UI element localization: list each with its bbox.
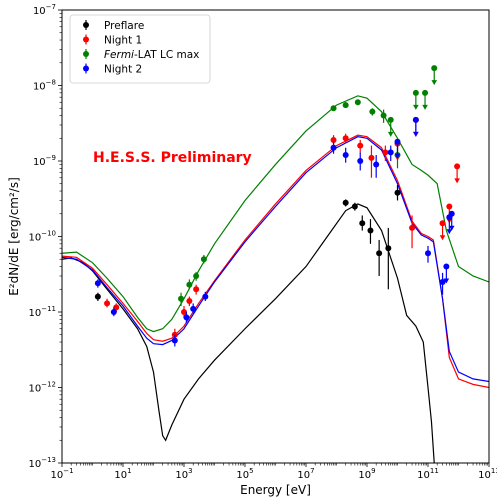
upper-limit-arrow-head [413,131,419,137]
y-tick-label: 10−13 [28,456,56,470]
data-point [186,281,193,288]
tick-labels: 10−1 101 103 105 107 109 1011 1013 10−13 10−12 10−… [28,3,497,481]
data-point [178,295,185,302]
legend-label: Preflare [104,20,144,32]
legend-marker [83,22,89,28]
upper-limit-arrow-head [446,229,453,235]
data-point [425,250,431,257]
legend-label: Night 2 [104,63,142,75]
upper-limit-arrow-head [448,225,455,231]
legend: Preflare Night 1 Fermi-LAT LC max Night 2 [69,14,211,84]
data-point [368,154,375,161]
data-point [369,108,376,115]
upper-limit-arrow-head [387,131,394,137]
data-point [351,203,358,210]
legend-marker [83,65,89,72]
y-axis-label: E²dN/dE [erg/cm²/s] [7,177,21,296]
data-point [342,135,349,142]
x-tick-label: 1011 [417,467,439,481]
data-point [357,158,364,164]
x-tick-label: 1013 [478,467,497,481]
data-point [190,305,197,312]
data-point [94,280,101,287]
data-point [342,199,349,206]
y-tick-label: 10−8 [33,79,56,93]
data-point [376,250,383,257]
x-tick-label: 101 [114,467,131,481]
data-point [186,297,193,304]
y-tick-label: 10−11 [28,305,56,319]
plot-area [62,10,489,463]
data-point [367,227,374,234]
data-point [380,112,387,119]
data-point [382,149,389,156]
upper-limit-arrow-head [413,104,419,110]
data-point [202,293,209,300]
model-curve-fermi-lat-lc-max [62,95,489,333]
x-axis-label: Energy [eV] [240,483,311,497]
model-curve-night-2 [62,136,489,383]
data-point [387,149,394,156]
data-point [181,309,187,315]
y-tick-label: 10−10 [28,230,56,244]
legend-box [69,14,211,84]
y-tick-label: 10−7 [33,3,56,17]
data-point [330,136,337,143]
data-point [330,144,337,151]
model-curves [62,95,489,463]
data-point [110,309,117,315]
upper-limit-arrow-head [443,278,450,284]
data-point [94,293,101,300]
data-point [342,102,349,109]
data-point [104,300,111,307]
data-point [183,314,190,321]
data-point [200,256,207,263]
x-tick-label: 105 [236,467,253,481]
plot-border [61,9,490,464]
data-points [94,65,461,347]
data-point [354,99,361,106]
data-point [385,245,392,252]
data-point [373,161,380,168]
x-tick-label: 10−1 [50,467,73,481]
model-curve-preflare [62,203,435,463]
upper-limit-arrow-head [439,235,446,241]
y-tick-label: 10−9 [33,154,56,168]
data-point [193,272,200,279]
data-point [359,220,366,227]
data-point [439,278,446,285]
x-tick-label: 103 [175,467,192,481]
upper-limit-arrow-head [454,178,460,184]
data-point [171,337,178,344]
data-point [357,142,364,149]
data-point [394,189,401,196]
data-point [409,224,416,231]
upper-limit-arrow-head [431,80,438,86]
legend-label: Fermi-LAT LC max [104,49,199,61]
legend-label: Night 1 [104,34,142,46]
upper-limit-arrow-head [422,104,428,110]
x-tick-label: 107 [297,467,314,481]
data-point [113,304,120,311]
hess-preliminary-annotation: H.E.S.S. Preliminary [93,150,252,166]
y-tick-label: 10−12 [28,381,56,395]
data-point [330,105,337,112]
data-point [342,152,349,159]
upper-limit-arrow-head [394,153,401,159]
data-point [193,286,200,293]
x-tick-label: 109 [358,467,375,481]
legend-marker [83,51,89,57]
legend-marker [83,36,89,43]
